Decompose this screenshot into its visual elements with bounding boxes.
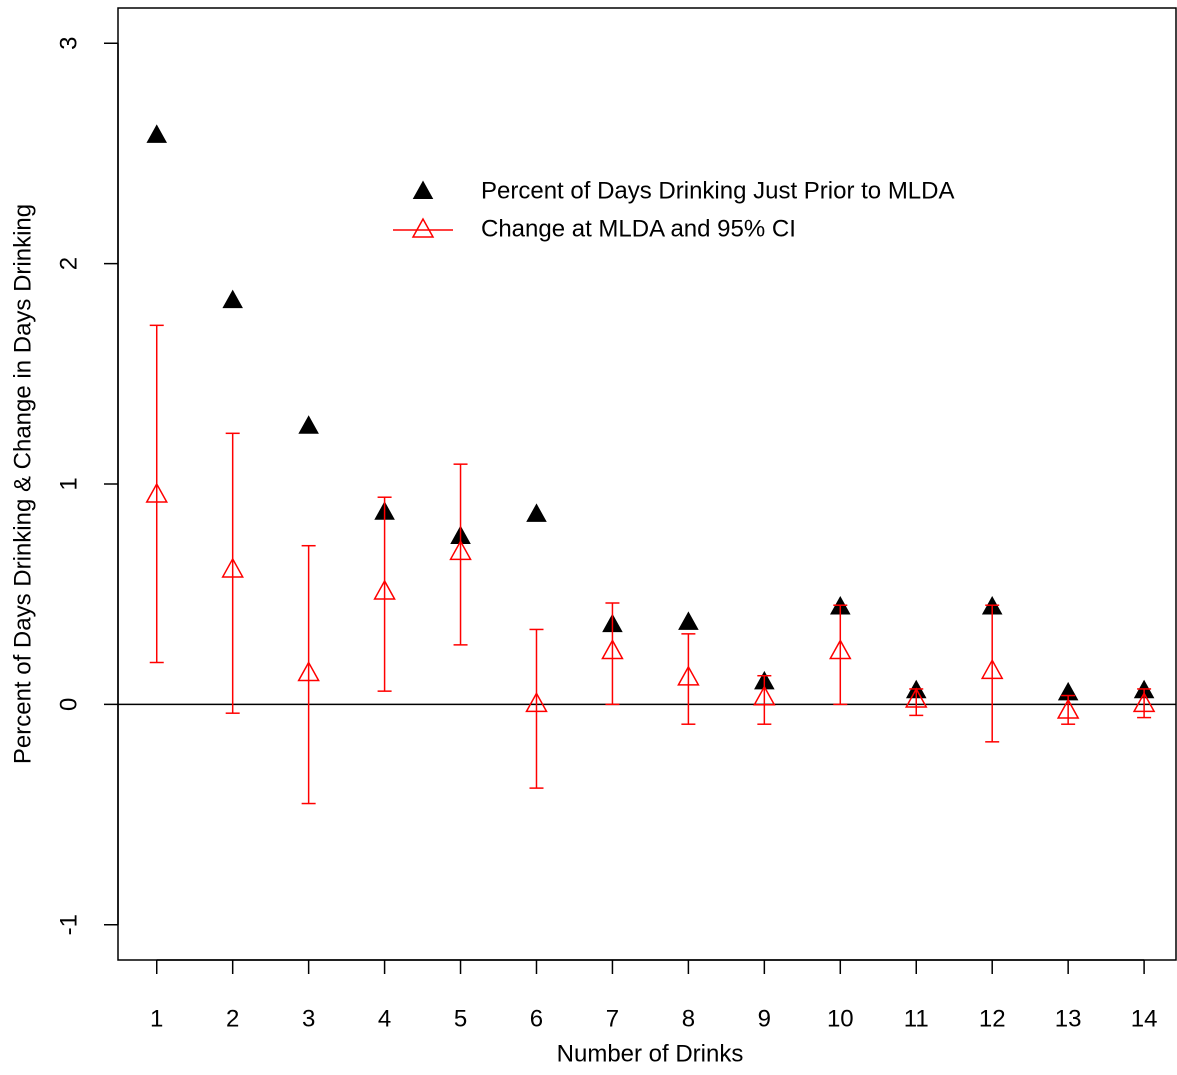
x-tick-label: 11	[904, 1005, 929, 1032]
open-triangle	[221, 557, 244, 578]
x-tick-label: 8	[682, 1005, 695, 1032]
open-triangle	[904, 687, 928, 708]
filled-triangle	[146, 124, 168, 143]
y-tick-label: 1	[55, 477, 82, 490]
open-triangle	[1056, 698, 1080, 719]
legend-label: Change at MLDA and 95% CI	[481, 215, 796, 242]
open-triangle	[525, 691, 548, 713]
open-triangle	[1132, 691, 1156, 713]
filled-triangle	[526, 503, 547, 522]
x-tick-label: 3	[302, 1005, 315, 1032]
x-tick-label: 5	[454, 1005, 467, 1032]
filled-triangle	[678, 611, 699, 630]
open-triangle	[753, 685, 776, 706]
open-triangle	[829, 638, 852, 660]
x-tick-label: 1	[150, 1005, 163, 1032]
legend-label: Percent of Days Drinking Just Prior to M…	[481, 177, 955, 204]
x-tick-label: 4	[378, 1005, 391, 1032]
x-tick-label: 9	[758, 1005, 771, 1032]
open-triangle	[297, 660, 320, 682]
open-triangle	[411, 217, 435, 238]
x-tick-label: 2	[226, 1005, 239, 1032]
x-tick-label: 10	[827, 1005, 854, 1032]
open-triangle	[601, 638, 624, 660]
open-triangle	[449, 539, 472, 561]
filled-triangle	[298, 415, 319, 434]
y-tick-label: 2	[55, 257, 82, 270]
plot-frame	[117, 7, 1177, 961]
x-tick-label: 14	[1131, 1005, 1158, 1032]
x-axis-label: Number of Drinks	[557, 1040, 744, 1067]
x-tick-label: 6	[530, 1005, 543, 1032]
open-triangle	[980, 658, 1004, 680]
x-tick-label: 7	[606, 1005, 619, 1032]
x-tick-label: 12	[979, 1005, 1006, 1032]
y-axis-label: Percent of Days Drinking & Change in Day…	[9, 204, 36, 764]
open-triangle	[373, 579, 396, 600]
x-tick-label: 13	[1055, 1005, 1082, 1032]
open-triangle	[145, 482, 169, 503]
filled-triangle	[222, 289, 243, 309]
y-tick-label: 0	[55, 698, 82, 711]
y-tick-label: 3	[55, 37, 82, 50]
open-triangle	[677, 665, 700, 686]
y-tick-label: -1	[55, 914, 82, 935]
filled-triangle	[412, 180, 434, 200]
